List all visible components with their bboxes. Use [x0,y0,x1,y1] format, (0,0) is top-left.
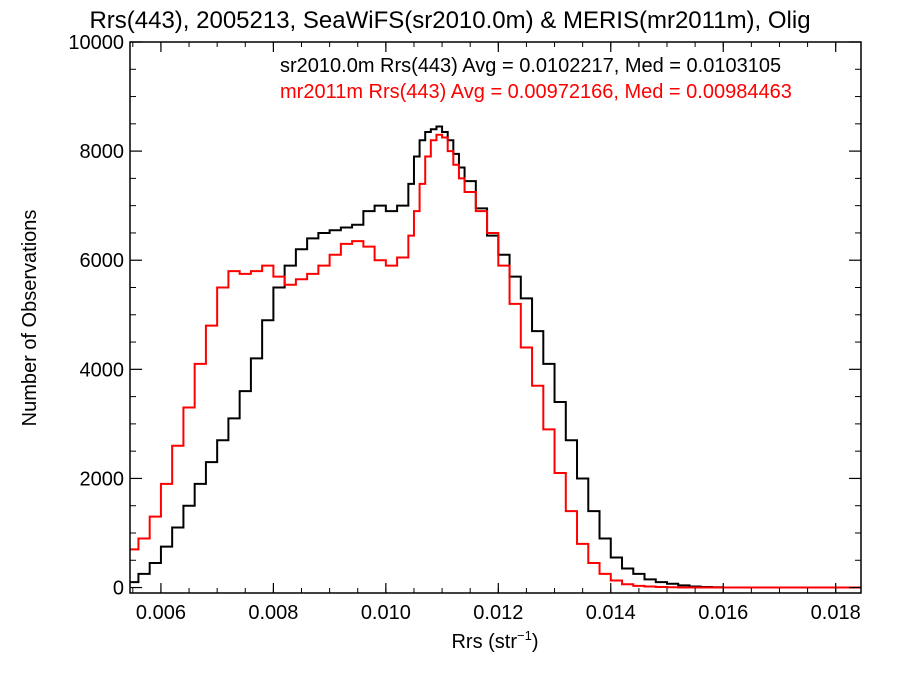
x-tick-label: 0.016 [698,602,748,624]
y-tick-label: 0 [113,578,124,600]
y-tick-label: 4000 [80,359,125,381]
chart-title: Rrs(443), 2005213, SeaWiFS(sr2010.0m) & … [89,7,810,34]
series-line-mr2011m [130,133,861,589]
y-tick-label: 6000 [80,250,125,272]
x-tick-label: 0.018 [811,602,861,624]
series-line-sr2010-0m [130,125,861,589]
y-tick-label: 8000 [80,141,125,163]
x-tick-label: 0.006 [136,602,186,624]
legend-entry-sr2010-0m: sr2010.0m Rrs(443) Avg = 0.0102217, Med … [280,55,781,77]
x-axis-title: Rrs (str−1) [451,628,538,653]
x-tick-label: 0.008 [248,602,298,624]
y-axis: 0 2000 4000 6000 8000 10000 [68,32,861,600]
x-tick-label: 0.014 [586,602,636,624]
y-axis-title: Number of Observations [19,210,41,427]
y-tick-label: 2000 [80,468,125,490]
x-axis: 0.006 0.008 0.010 0.012 0.014 0.016 0.018 [132,42,861,624]
series-layer [130,125,861,589]
legend-entry-mr2011m: mr2011m Rrs(443) Avg = 0.00972166, Med =… [280,81,792,103]
plot-frame [129,41,862,594]
x-tick-label: 0.012 [473,602,523,624]
y-tick-label: 10000 [68,32,124,54]
legend: sr2010.0m Rrs(443) Avg = 0.0102217, Med … [280,55,792,103]
x-tick-label: 0.010 [361,602,411,624]
